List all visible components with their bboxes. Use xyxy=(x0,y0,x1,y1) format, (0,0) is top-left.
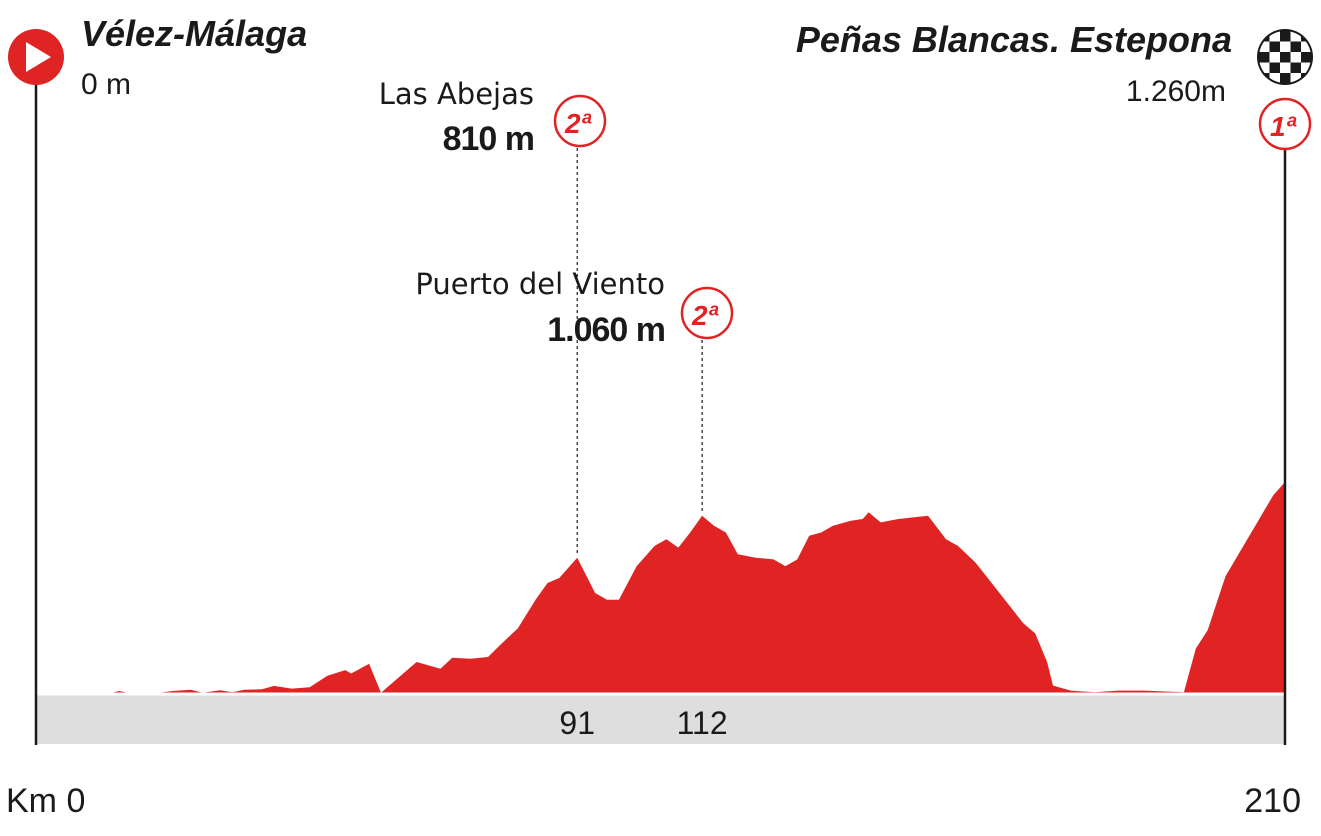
climb-name-las-abejas: Las Abejas xyxy=(379,77,534,111)
finish-title: Peñas Blancas. Estepona xyxy=(796,19,1232,60)
finish-altitude-label: 1.260m xyxy=(1126,75,1226,108)
x-axis-start-label: Km 0 xyxy=(6,782,85,820)
elevation-profile-area xyxy=(36,482,1285,694)
climb-name-puerto-del-viento: Puerto del Viento xyxy=(415,267,665,301)
checker-square xyxy=(1290,73,1301,83)
x-axis-end-label: 210 xyxy=(1244,782,1301,820)
play-icon xyxy=(8,29,64,85)
checker-square xyxy=(1269,31,1280,42)
climb-km-label-puerto-del-viento: 112 xyxy=(677,705,728,741)
checker-square xyxy=(1301,41,1311,52)
checker-square xyxy=(1269,52,1280,63)
checker-square xyxy=(1301,62,1311,73)
checkered-flag-icon xyxy=(1257,29,1313,85)
checker-square xyxy=(1259,62,1270,73)
climb-category-badge-puerto-del-viento: 2ª xyxy=(680,286,734,340)
baseline-band xyxy=(36,694,1285,744)
checker-square xyxy=(1280,62,1291,73)
climb-category-badge-las-abejas: 2ª xyxy=(553,94,607,148)
climb-category-text-puerto-del-viento: 2ª xyxy=(691,300,719,331)
start-altitude-label: 0 m xyxy=(81,68,131,101)
finish-category-badge: 1ª xyxy=(1258,97,1312,151)
climb-km-label-las-abejas: 91 xyxy=(559,705,595,741)
finish-category-text: 1ª xyxy=(1270,111,1297,142)
checker-square xyxy=(1280,41,1291,52)
climb-category-text-las-abejas: 2ª xyxy=(564,108,592,139)
checker-square xyxy=(1290,31,1301,42)
checker-square xyxy=(1269,73,1280,83)
checker-square xyxy=(1290,52,1301,63)
climb-altitude-puerto-del-viento: 1.060 m xyxy=(547,311,665,349)
start-title: Vélez-Málaga xyxy=(81,13,307,54)
checker-square xyxy=(1259,41,1270,52)
climb-altitude-las-abejas: 810 m xyxy=(443,120,534,158)
